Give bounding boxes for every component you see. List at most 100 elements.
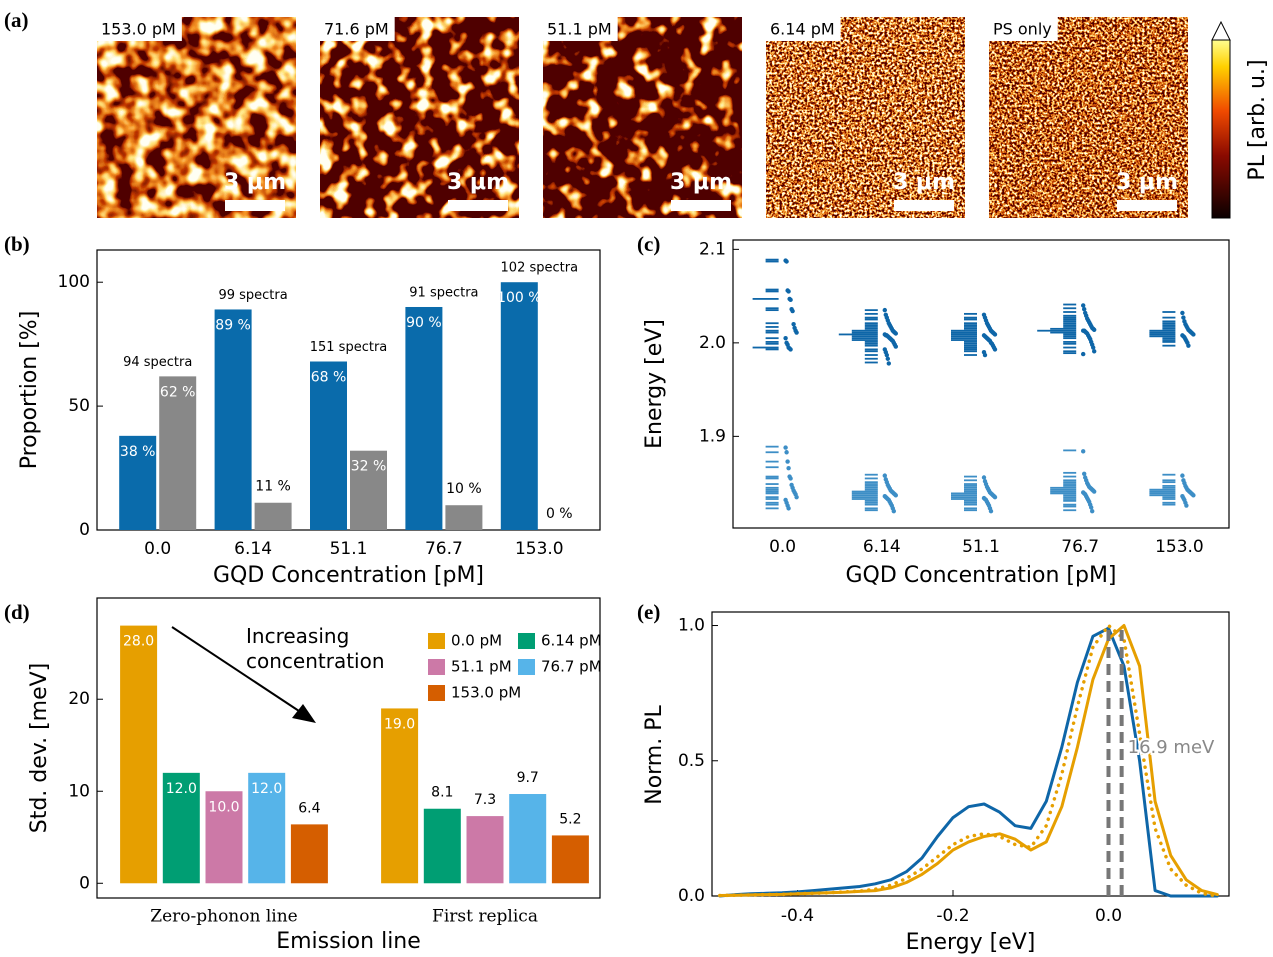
bar: [205, 791, 243, 884]
y-tick-label: 100: [58, 272, 90, 292]
value-label: 7.3: [474, 792, 496, 808]
legend-label: 6.14 pM: [541, 632, 602, 650]
x-tick-label: 76.7: [1061, 537, 1099, 557]
histogram-bar: [964, 348, 977, 351]
histogram-bar: [864, 501, 878, 504]
histogram-bar: [1063, 337, 1077, 340]
histogram-bar: [1063, 481, 1077, 484]
histogram-bar: [765, 309, 779, 312]
histogram-bar: [838, 333, 878, 336]
x-axis-label: GQD Concentration [pM]: [845, 563, 1116, 588]
scale-bar: [225, 200, 285, 211]
histogram-bar: [864, 473, 878, 476]
value-label: 38 %: [120, 444, 156, 460]
histogram-bar: [964, 318, 977, 321]
histogram-bar: [1162, 486, 1176, 489]
y-tick-label: 20: [68, 689, 90, 709]
histogram-bar: [1162, 320, 1176, 323]
histogram-bar: [1063, 307, 1077, 310]
image-label-bg: [97, 17, 182, 41]
histogram-bar: [765, 492, 779, 495]
point: [992, 494, 998, 500]
histogram-bar: [1149, 331, 1176, 334]
histogram-bar: [864, 499, 878, 502]
y-axis-label: Proportion [%]: [17, 311, 42, 470]
point: [786, 289, 791, 294]
scale-bar-label: 3 μm: [670, 170, 732, 195]
point: [982, 352, 988, 358]
histogram-bar: [765, 322, 779, 325]
histogram-bar: [964, 485, 977, 487]
histogram-bar: [1063, 324, 1077, 326]
histogram-bar: [1162, 324, 1176, 326]
point: [992, 347, 998, 352]
bar: [162, 772, 200, 884]
legend-label: 76.7 pM: [541, 658, 602, 676]
histogram-bar: [765, 329, 779, 332]
histogram-bar: [851, 498, 878, 500]
histogram-bar: [864, 354, 878, 356]
value-label: 12.0: [166, 781, 197, 797]
histogram-bar: [864, 509, 878, 512]
histogram-bar: [765, 486, 779, 489]
bar: [254, 502, 292, 530]
panel-label: (a): [4, 8, 29, 32]
bar: [159, 376, 197, 530]
histogram-bar: [1063, 314, 1077, 317]
bar: [310, 361, 347, 530]
histogram-bar: [1050, 331, 1077, 334]
point: [884, 352, 889, 358]
value-label: 28.0: [123, 634, 154, 650]
histogram-bar: [964, 486, 977, 489]
histogram-bar: [1063, 320, 1077, 323]
histogram-bar: [1063, 505, 1077, 508]
bar: [551, 835, 589, 884]
point: [1091, 345, 1096, 350]
histogram-bar: [1063, 503, 1077, 506]
histogram-bar: [864, 483, 878, 485]
histogram-bar: [765, 490, 779, 493]
value-label: 9.7: [517, 770, 539, 786]
histogram-bar: [1162, 479, 1176, 482]
y-tick-label: 2.1: [699, 239, 726, 259]
value-label: 89 %: [215, 317, 251, 333]
bar: [248, 772, 286, 884]
histogram-bar: [1063, 322, 1077, 325]
value-label: 32 %: [351, 459, 387, 475]
x-axis-label: Emission line: [276, 929, 421, 954]
histogram-bar: [964, 501, 977, 504]
histogram-bar: [1050, 488, 1077, 491]
bar: [120, 625, 158, 884]
histogram-bar: [1063, 485, 1077, 487]
histogram-bar: [964, 354, 977, 356]
point: [1180, 473, 1185, 478]
histogram-bar: [765, 503, 779, 506]
histogram-bar: [1063, 475, 1077, 478]
histogram-bar: [765, 501, 779, 504]
bar: [350, 450, 387, 530]
histogram-bar: [1149, 490, 1176, 493]
histogram-bar: [951, 333, 977, 336]
line-series: [718, 624, 1219, 897]
histogram-bar: [765, 307, 779, 310]
axes-frame: [711, 611, 1230, 897]
x-tick-label: -0.4: [781, 906, 814, 926]
trend-arrow: [171, 626, 303, 714]
histogram-bar: [864, 348, 878, 351]
point: [785, 459, 790, 464]
histogram-bar: [851, 339, 878, 341]
y-axis-label: Std. dev. [meV]: [27, 663, 52, 834]
scale-bar: [671, 200, 731, 211]
image-label: PS only: [993, 20, 1052, 39]
histogram-bar: [765, 477, 779, 480]
histogram-bar: [1050, 492, 1077, 495]
histogram-bar: [964, 341, 977, 343]
bar: [214, 309, 252, 530]
bar: [500, 282, 538, 530]
histogram-bar: [1063, 318, 1077, 321]
image-label: 51.1 pM: [547, 20, 612, 39]
point: [794, 494, 799, 500]
histogram-bar: [964, 322, 977, 325]
histogram-bar: [765, 466, 779, 469]
value-label: 10 %: [446, 481, 482, 497]
